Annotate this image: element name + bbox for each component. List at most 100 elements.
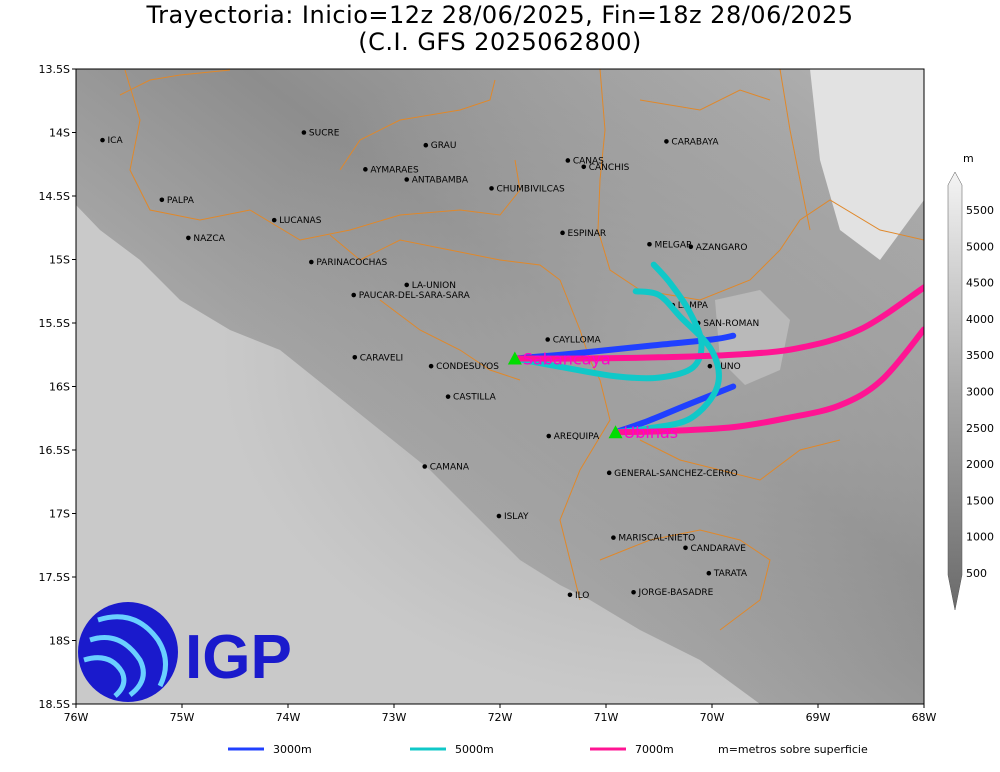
place-dot [545, 337, 550, 342]
place-dot [707, 363, 713, 369]
place-dot [445, 394, 451, 399]
trajectory-5000m-sabancaya [511, 261, 705, 382]
place-dot [611, 535, 616, 540]
y-tick-label: 15S [49, 254, 70, 267]
axes-layer: 76W 75W 74W 73W 72W 71W 70W 69W 68W 13.5S 14S 14.5S… [39, 63, 937, 724]
place-dot [186, 235, 191, 241]
colorbar-tick-label: 1500 [966, 494, 994, 507]
trajectories-layer [511, 261, 924, 436]
place-label: ILO [575, 591, 589, 601]
place-label: SAN-ROMAN [703, 319, 759, 329]
place-label: ESPINAR [568, 229, 607, 239]
x-tick-label: 73W [382, 711, 407, 724]
place-dot [567, 592, 573, 598]
title-line-2: (C.I. GFS 2025062800) [358, 28, 642, 56]
elevation-colorbar: m 50010001500200025003000350040004500500… [947, 152, 994, 611]
place-dot [683, 545, 688, 551]
igp-logo: IGP [78, 602, 292, 702]
trajectory-7000m-ubinas [612, 326, 924, 436]
lake-titicaca [715, 290, 790, 385]
colorbar-tick-label: 4500 [966, 277, 994, 290]
place-label: PALPA [167, 196, 195, 206]
place-label: JORGE-BASADRE [638, 588, 714, 598]
place-label: ANTABAMBA [412, 175, 469, 185]
place-label: ISLAY [504, 512, 529, 522]
colorbar-tick-label: 500 [966, 567, 987, 580]
place-label: MELGAR [654, 240, 692, 250]
place-dot [100, 137, 105, 143]
colorbar-tick-label: 2500 [966, 422, 994, 435]
trajectory-5000m-ubinas [612, 288, 722, 436]
place-label: CARAVELI [360, 353, 403, 363]
place-dot [560, 230, 565, 236]
colorbar-unit: m [963, 152, 974, 165]
y-tick-label: 14S [49, 127, 70, 140]
y-tick-label: 13.5S [39, 63, 70, 76]
legend-label: 3000m [273, 743, 312, 756]
x-tick-label: 68W [912, 711, 937, 724]
legend-label: 5000m [455, 743, 494, 756]
place-dot [351, 292, 357, 298]
legend: 3000m 5000m 7000m m=metros sobre superficie [228, 743, 868, 756]
place-dot [159, 197, 165, 203]
place-label: NAZCA [193, 234, 225, 244]
colorbar-tick-label: 1000 [966, 531, 994, 544]
place-dot [423, 142, 429, 148]
place-dot [631, 589, 636, 595]
y-tick-label: 17.5S [39, 571, 70, 584]
place-dot [309, 259, 314, 265]
y-tick-label: 16S [49, 381, 70, 394]
trajectory-7000m-sabancaya [511, 284, 924, 362]
trajectory-3000m-sabancaya [511, 332, 737, 362]
x-tick-label: 76W [64, 711, 89, 724]
x-tick-label: 69W [806, 711, 831, 724]
place-label: CHUMBIVILCAS [497, 184, 565, 194]
colorbar-tick-label: 4000 [966, 313, 994, 326]
place-dot [428, 363, 434, 369]
colorbar-tick-label: 5000 [966, 240, 994, 253]
y-tick-label: 15.5S [39, 317, 70, 330]
colorbar-tick-label: 3500 [966, 349, 994, 362]
place-dot [301, 130, 307, 135]
place-label: CARABAYA [671, 137, 719, 147]
place-label: GRAU [431, 141, 457, 151]
place-label: CANAS [573, 156, 604, 166]
x-tick-label: 75W [170, 711, 195, 724]
place-dot [496, 513, 502, 519]
y-tick-label: 16.5S [39, 444, 70, 457]
place-dot [422, 464, 428, 469]
logo-text: IGP [185, 623, 292, 692]
place-dot [404, 177, 410, 182]
place-dot [706, 570, 712, 576]
place-label: PAUCAR-DEL-SARA-SARA [359, 291, 471, 301]
admin-borders [119, 69, 924, 631]
place-dot [688, 244, 694, 250]
place-dot [352, 354, 358, 360]
place-dot [404, 282, 410, 288]
y-tick-label: 17S [49, 508, 70, 521]
colorbar-tick-label: 2000 [966, 458, 994, 471]
place-dot [581, 164, 587, 170]
logo-globe-icon [78, 602, 178, 702]
place-dot [647, 241, 652, 247]
place-label: LA-UNION [412, 281, 456, 291]
place-label: LUCANAS [279, 216, 321, 226]
start-label: Ubinas [624, 423, 679, 442]
place-label: TARATA [713, 569, 748, 579]
place-label: CANDARAVE [691, 544, 747, 554]
legend-label: 7000m [635, 743, 674, 756]
eastern-lowlands [810, 69, 924, 260]
colorbar-tick-label: 5500 [966, 204, 994, 217]
place-label: SUCRE [309, 129, 340, 139]
start-points-layer: Sabancaya Ubinas [507, 350, 679, 442]
place-dot [363, 167, 368, 172]
y-tick-label: 14.5S [39, 190, 70, 203]
place-label: GENERAL-SANCHEZ-CERRO [614, 469, 738, 479]
place-label: CAYLLOMA [553, 336, 602, 346]
start-marker-icon [507, 351, 522, 365]
place-dot [546, 433, 552, 439]
place-label: LAMPA [678, 301, 709, 311]
legend-note: m=metros sobre superficie [718, 743, 868, 756]
